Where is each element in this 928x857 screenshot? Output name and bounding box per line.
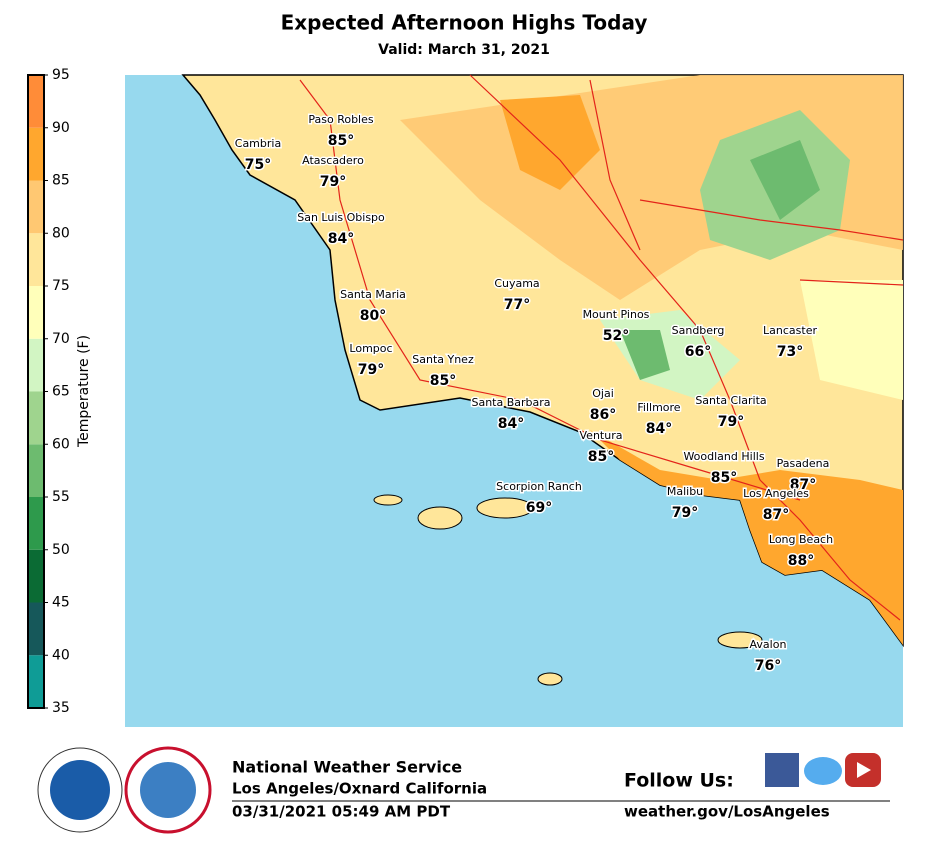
colorbar-swatch <box>28 233 44 286</box>
city-temp: 85° <box>711 470 737 486</box>
colorbar-swatch <box>28 391 44 445</box>
city-name: Ojai <box>592 387 614 400</box>
city-name: Santa Clarita <box>695 394 766 407</box>
city-labels: Paso Robles 85° Cambria 75° Atascadero 79° San… <box>233 112 834 676</box>
colorbar-tick-label: 85 <box>52 173 70 189</box>
colorbar-tick-label: 50 <box>52 542 70 558</box>
city-name: Woodland Hills <box>683 450 764 463</box>
city-temp: 84° <box>328 231 354 247</box>
mild-region <box>800 280 903 400</box>
subtitle: Valid: March 31, 2021 <box>378 42 550 58</box>
city-temp: 66° <box>685 344 711 360</box>
city-temp: 79° <box>358 362 384 378</box>
colorbar: 35 40 45 50 55 60 65 70 75 80 85 90 95 <box>27 67 70 716</box>
city-name: Paso Robles <box>308 113 374 126</box>
city-name: Long Beach <box>769 533 833 546</box>
city-name: Cuyama <box>494 277 539 290</box>
city-name: Los Angeles <box>743 487 809 500</box>
colorbar-swatch <box>28 180 44 234</box>
city-temp: 79° <box>320 174 346 190</box>
city-temp: 88° <box>788 553 814 569</box>
city-name: Lancaster <box>763 324 817 337</box>
city-temp: 69° <box>526 500 552 516</box>
city-temp: 85° <box>328 133 354 149</box>
colorbar-tick-label: 70 <box>52 331 70 347</box>
city-temp: 77° <box>504 297 530 313</box>
timestamp: 03/31/2021 05:49 AM PDT <box>232 803 451 821</box>
twitter-icon[interactable] <box>804 757 842 785</box>
city-name: Avalon <box>750 638 787 651</box>
colorbar-tick-label: 60 <box>52 436 70 452</box>
url[interactable]: weather.gov/LosAngeles <box>624 803 830 821</box>
city-name: Cambria <box>235 137 281 150</box>
hot-region <box>590 430 903 645</box>
colorbar-swatch <box>28 286 44 339</box>
city-temp: 73° <box>777 344 803 360</box>
nws-logo-inner <box>140 762 196 818</box>
colorbar-swatch <box>28 75 44 128</box>
colorbar-swatch <box>28 602 44 656</box>
city-name: Pasadena <box>777 457 830 470</box>
youtube-play <box>857 762 871 778</box>
city-name: Malibu <box>667 485 703 498</box>
org: National Weather Service <box>232 758 462 777</box>
colorbar-label: Temperature (F) <box>76 335 92 448</box>
hot-region <box>500 95 600 190</box>
colorbar-tick-label: 55 <box>52 489 70 505</box>
footer: National Weather Service Los Angeles/Oxn… <box>37 746 890 834</box>
colorbar-swatch <box>28 127 44 181</box>
colorbar-swatch <box>28 444 44 497</box>
city-name: Fillmore <box>637 401 680 414</box>
colorbar-tick-label: 80 <box>52 225 70 241</box>
noaa-logo-inner <box>50 760 110 820</box>
city-name: Ventura <box>580 429 623 442</box>
city-name: Santa Maria <box>340 288 406 301</box>
cool-region <box>750 140 820 220</box>
city-name: Mount Pinos <box>583 308 650 321</box>
colorbar-tick-label: 75 <box>52 278 70 294</box>
city-temp: 85° <box>588 449 614 465</box>
cool-region <box>620 330 670 380</box>
colorbar-tick-label: 35 <box>52 700 70 716</box>
office: Los Angeles/Oxnard California <box>232 780 487 798</box>
city-temp: 86° <box>590 407 616 423</box>
city-temp: 75° <box>245 157 271 173</box>
colorbar-swatch <box>28 338 44 392</box>
city-temp: 79° <box>718 414 744 430</box>
city-temp: 76° <box>755 658 781 674</box>
city-name: Santa Barbara <box>471 396 550 409</box>
colorbar-swatch <box>28 497 44 550</box>
city-temp: 84° <box>646 421 672 437</box>
city-temp: 87° <box>790 477 816 493</box>
city-name: Santa Ynez <box>412 353 474 366</box>
city-name: Sandberg <box>672 324 725 337</box>
city-temp: 87° <box>763 507 789 523</box>
city-name: San Luis Obispo <box>297 211 385 224</box>
colorbar-swatch <box>28 655 44 708</box>
colorbar-tick-label: 95 <box>52 67 70 83</box>
title: Expected Afternoon Highs Today <box>281 11 648 35</box>
roads <box>299 74 904 621</box>
map <box>125 74 904 727</box>
colorbar-tick-label: 40 <box>52 647 70 663</box>
city-temp: 80° <box>360 308 386 324</box>
follow: Follow Us: <box>624 770 734 792</box>
city-temp: 84° <box>498 416 524 432</box>
colorbar-swatch <box>28 549 44 603</box>
facebook-icon[interactable] <box>765 753 799 787</box>
city-temp: 79° <box>672 505 698 521</box>
city-temp: 85° <box>430 373 456 389</box>
islands <box>373 494 763 686</box>
city-temp: 52° <box>603 328 629 344</box>
city-name: Scorpion Ranch <box>496 480 582 493</box>
city-name: Lompoc <box>349 342 392 355</box>
colorbar-tick-label: 90 <box>52 120 70 136</box>
colorbar-tick-label: 45 <box>52 595 70 611</box>
colorbar-tick-label: 65 <box>52 384 70 400</box>
city-name: Atascadero <box>302 154 364 167</box>
